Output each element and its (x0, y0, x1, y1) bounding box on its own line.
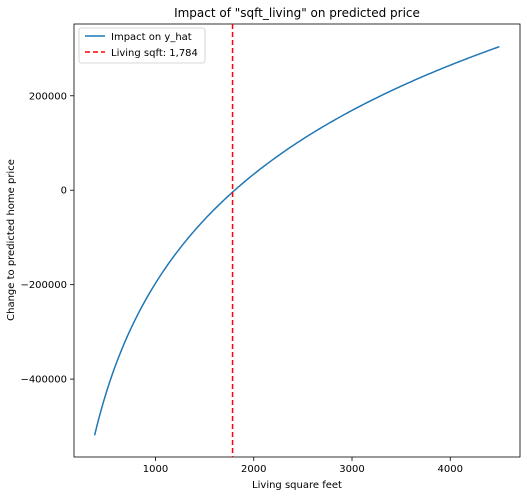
legend-label-living-sqft: Living sqft: 1,784 (111, 48, 198, 59)
x-axis: 1000 2000 3000 4000 (143, 457, 463, 475)
series-layer (93, 24, 500, 457)
x-tick-label: 2000 (241, 464, 266, 475)
x-axis-label: Living square feet (252, 480, 342, 491)
legend: Impact on y_hat Living sqft: 1,784 (78, 27, 206, 64)
x-tick-label: 1000 (143, 464, 168, 475)
chart-title: Impact of "sqft_living" on predicted pri… (174, 6, 420, 20)
y-tick-label: 0 (61, 186, 67, 197)
y-tick-label: −400000 (20, 375, 67, 386)
legend-label-impact: Impact on y_hat (111, 32, 192, 43)
x-tick-label: 4000 (438, 464, 463, 475)
y-tick-label: 200000 (29, 91, 67, 102)
legend-box (78, 27, 206, 64)
y-tick-label: −200000 (20, 280, 67, 291)
y-axis-label: Change to predicted home price (6, 159, 17, 321)
y-axis: −400000 −200000 0 200000 (20, 91, 74, 386)
x-tick-label: 3000 (339, 464, 364, 475)
plot-area (73, 23, 521, 458)
impact-line (93, 45, 500, 436)
